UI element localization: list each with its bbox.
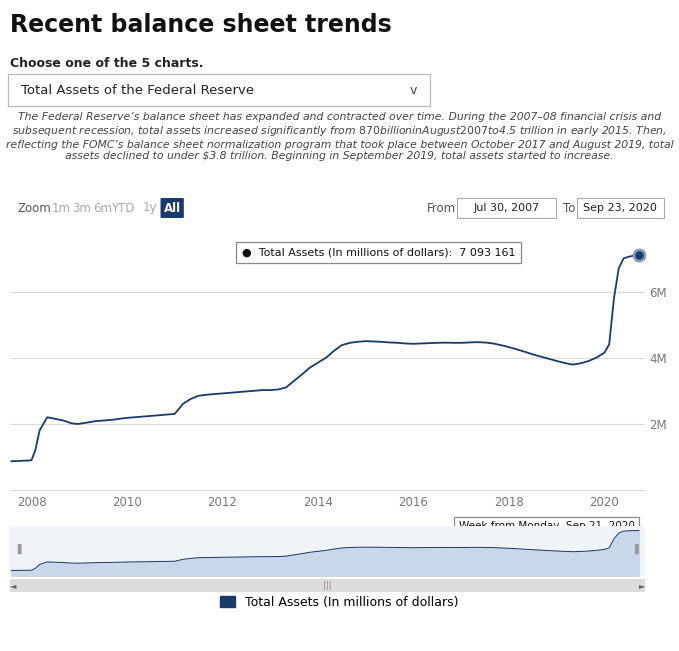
- Text: ◄: ◄: [10, 581, 16, 590]
- Text: |||: |||: [323, 581, 332, 590]
- Text: Week from Monday, Sep 21, 2020: Week from Monday, Sep 21, 2020: [458, 521, 635, 531]
- Text: 3m: 3m: [73, 202, 92, 214]
- Text: The Federal Reserve’s balance sheet has expanded and contracted over time. Durin: The Federal Reserve’s balance sheet has …: [5, 112, 674, 161]
- Text: From: From: [427, 202, 456, 214]
- Text: ▌: ▌: [634, 544, 642, 553]
- Text: Zoom: Zoom: [18, 202, 52, 214]
- Text: 6m: 6m: [93, 202, 112, 214]
- Text: Total Assets of the Federal Reserve: Total Assets of the Federal Reserve: [20, 83, 254, 96]
- Text: YTD: YTD: [111, 202, 134, 214]
- Text: To: To: [563, 202, 576, 214]
- FancyBboxPatch shape: [576, 198, 664, 218]
- Text: 1m: 1m: [52, 202, 71, 214]
- Text: All: All: [164, 202, 181, 214]
- Text: ▐: ▐: [13, 544, 20, 553]
- Text: Sep 23, 2020: Sep 23, 2020: [583, 203, 657, 213]
- Text: 1y: 1y: [143, 202, 157, 214]
- Text: ●  Total Assets (In millions of dollars):  7 093 161: ● Total Assets (In millions of dollars):…: [242, 247, 515, 258]
- Text: v: v: [410, 83, 418, 96]
- Text: Choose one of the 5 charts.: Choose one of the 5 charts.: [10, 57, 204, 70]
- Text: ►: ►: [638, 581, 645, 590]
- FancyBboxPatch shape: [160, 198, 184, 218]
- FancyBboxPatch shape: [458, 198, 556, 218]
- Text: Recent balance sheet trends: Recent balance sheet trends: [10, 13, 392, 37]
- Legend: Total Assets (In millions of dollars): Total Assets (In millions of dollars): [215, 590, 464, 614]
- Text: Jul 30, 2007: Jul 30, 2007: [474, 203, 540, 213]
